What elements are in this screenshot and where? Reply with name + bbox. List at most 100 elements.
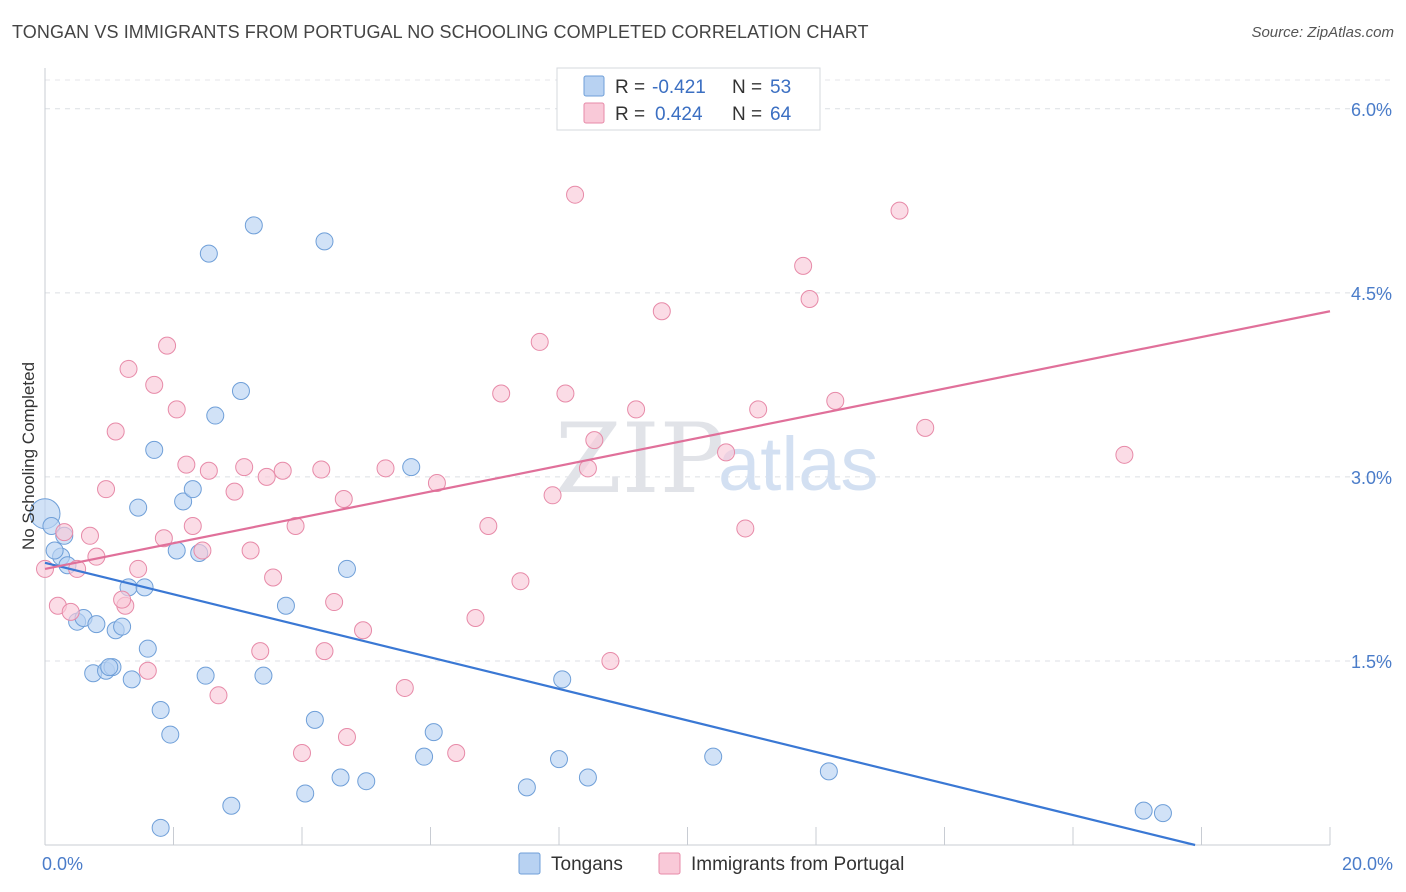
- correlation-legend: R = -0.421 N = 53 R = 0.424 N = 64: [556, 67, 821, 131]
- portugal-point-52: [652, 302, 671, 321]
- portugal-point-42: [492, 384, 511, 403]
- portugal-point-49: [585, 431, 604, 450]
- tongan-point-15: [151, 701, 170, 720]
- y-tick-label-1: 3.0%: [1351, 468, 1392, 488]
- portugal-point-43: [511, 572, 530, 591]
- tongan-point-23: [183, 480, 202, 499]
- portugal-point-15: [167, 400, 186, 419]
- tongan-point-25: [196, 666, 215, 685]
- legend-swatch-portugal: [583, 102, 605, 124]
- portugal-point-28: [286, 516, 305, 535]
- portugal-point-59: [890, 201, 909, 220]
- portugal-point-4: [80, 526, 99, 545]
- bottom-legend-swatch-tongans: [518, 852, 541, 875]
- tick-labels: 1.5% 3.0% 4.5% 6.0% 0.0% 20.0%: [42, 100, 1393, 874]
- portugal-point-55: [749, 400, 768, 419]
- tongan-point-52: [100, 658, 119, 677]
- x-tick-label-0: 0.0%: [42, 854, 83, 874]
- tongan-point-22: [174, 492, 193, 511]
- portugal-point-27: [273, 461, 292, 480]
- tongan-point-51: [45, 541, 64, 560]
- tongan-point-46: [578, 768, 597, 787]
- tongan-point-48: [819, 762, 838, 781]
- portugal-point-35: [354, 621, 373, 640]
- watermark: ZIP atlas: [555, 403, 879, 515]
- portugal-point-38: [427, 474, 446, 493]
- tongan-point-13: [122, 670, 141, 689]
- portugal-point-53: [717, 443, 736, 462]
- chart-title: TONGAN VS IMMIGRANTS FROM PORTUGAL NO SC…: [12, 22, 869, 42]
- portugal-point-63: [113, 590, 132, 609]
- portugal-point-30: [312, 460, 331, 479]
- tongan-point-49: [1134, 801, 1153, 820]
- portugal-point-62: [55, 523, 74, 542]
- legend-r-label-tongans: R =: [615, 77, 645, 98]
- trend-lines: [44, 310, 1331, 847]
- bottom-legend-swatch-portugal: [658, 852, 681, 875]
- portugal-point-29: [293, 743, 311, 762]
- tongan-point-16: [161, 725, 180, 744]
- portugal-point-31: [315, 642, 334, 661]
- tongan-point-50: [1153, 804, 1172, 823]
- bottom-legend-label-portugal: Immigrants from Portugal: [691, 854, 904, 875]
- portugal-point-22: [235, 458, 254, 477]
- series-legend: Tongans Immigrants from Portugal: [518, 852, 904, 875]
- portugal-point-17: [183, 516, 202, 535]
- tongan-point-33: [296, 784, 315, 803]
- portugal-point-61: [1115, 445, 1134, 464]
- tongan-point-39: [402, 458, 421, 477]
- portugal-point-20: [209, 686, 228, 705]
- portugal-point-7: [106, 422, 125, 441]
- tongan-point-36: [331, 768, 350, 787]
- portugal-point-14: [158, 336, 177, 355]
- portugal-point-41: [479, 516, 498, 535]
- tongan-point-34: [305, 710, 324, 729]
- portugal-point-57: [800, 289, 819, 308]
- tongan-point-32: [276, 596, 295, 615]
- portugal-point-10: [129, 559, 148, 578]
- tongan-point-31: [254, 666, 273, 685]
- tongan-point-14: [138, 639, 157, 658]
- legend-r-value-portugal: 0.424: [655, 104, 703, 125]
- portugal-point-13: [154, 529, 173, 548]
- tongan-point-44: [550, 750, 568, 769]
- tongan-point-27: [206, 406, 225, 425]
- portugal-point-50: [601, 651, 620, 670]
- legend-r-value-tongans: -0.421: [652, 77, 706, 98]
- portugal-point-37: [395, 678, 414, 697]
- portugal-point-54: [736, 519, 755, 538]
- bottom-legend-label-tongans: Tongans: [551, 854, 623, 875]
- portugal-point-51: [627, 400, 646, 419]
- legend-n-label-portugal: N =: [732, 104, 762, 125]
- legend-n-label-tongans: N =: [732, 77, 762, 98]
- portugal-point-12: [145, 375, 164, 394]
- y-axis-label: No Schooling Completed: [19, 362, 38, 550]
- watermark-zip: ZIP: [555, 403, 724, 515]
- portugal-point-11: [138, 661, 157, 680]
- watermark-atlas: atlas: [718, 422, 879, 507]
- tongan-trend-line: [44, 561, 1196, 847]
- gridlines: [45, 79, 1390, 662]
- portugal-point-40: [466, 609, 485, 628]
- tongan-point-42: [151, 818, 170, 837]
- y-tick-label-2: 4.5%: [1351, 284, 1392, 304]
- legend-swatch-tongans: [583, 75, 605, 97]
- portugal-point-47: [566, 185, 585, 204]
- portugal-point-36: [376, 459, 395, 478]
- y-tick-label-3: 6.0%: [1351, 100, 1392, 120]
- tongan-point-28: [231, 382, 250, 401]
- portugal-point-34: [337, 728, 356, 747]
- portugal-point-60: [916, 418, 935, 437]
- legend-r-label-portugal: R =: [615, 104, 645, 125]
- tongan-point-41: [424, 723, 443, 742]
- legend-n-value-tongans: 53: [770, 77, 791, 98]
- portugal-point-25: [257, 467, 276, 486]
- data-points: [29, 185, 1172, 837]
- tongan-point-40: [415, 747, 434, 766]
- portugal-point-32: [325, 593, 344, 612]
- tongan-point-29: [244, 216, 263, 235]
- tongan-point-26: [199, 244, 218, 263]
- tongan-point-7: [87, 615, 106, 634]
- axes: [44, 68, 1331, 846]
- tongan-point-47: [704, 747, 723, 766]
